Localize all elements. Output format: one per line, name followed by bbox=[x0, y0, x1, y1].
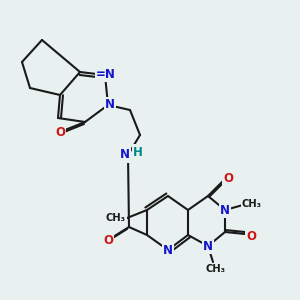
Text: O: O bbox=[103, 235, 113, 248]
Text: O: O bbox=[223, 172, 233, 185]
Text: CH₃: CH₃ bbox=[205, 264, 225, 274]
Text: N: N bbox=[163, 244, 173, 256]
Text: CH₃: CH₃ bbox=[106, 213, 126, 223]
Text: O: O bbox=[55, 127, 65, 140]
Text: N: N bbox=[203, 239, 213, 253]
Text: O: O bbox=[246, 230, 256, 242]
Text: CH₃: CH₃ bbox=[242, 199, 262, 209]
Text: N: N bbox=[105, 98, 115, 112]
Text: =N: =N bbox=[96, 68, 116, 80]
Text: N: N bbox=[220, 203, 230, 217]
Text: H: H bbox=[133, 146, 143, 158]
Text: N: N bbox=[120, 148, 130, 161]
